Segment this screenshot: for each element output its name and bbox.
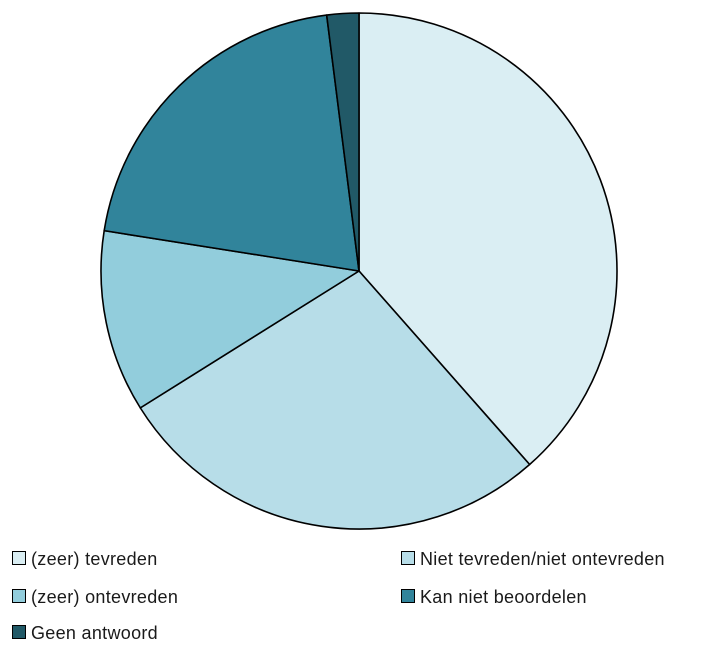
legend-swatch (401, 589, 415, 603)
legend-label: Geen antwoord (31, 623, 158, 643)
legend-swatch (12, 625, 26, 639)
legend-item-4: Kan niet beoordelen (401, 587, 587, 607)
legend-swatch (401, 551, 415, 565)
pie-slices (100, 12, 618, 530)
pie-slice-5 (325, 12, 360, 272)
legend-label: Niet tevreden/niet ontevreden (420, 549, 665, 569)
legend-swatch (12, 551, 26, 565)
legend-item-2: Niet tevreden/niet ontevreden (401, 549, 665, 569)
legend-item-5: Geen antwoord (12, 623, 158, 643)
legend-label: (zeer) ontevreden (31, 587, 178, 607)
legend: (zeer) tevreden Niet tevreden/niet ontevr… (12, 549, 665, 643)
pie-slice-3 (100, 229, 360, 409)
legend-item-1: (zeer) tevreden (12, 549, 158, 569)
pie-slice-4 (103, 14, 360, 272)
pie-slice-2 (139, 270, 531, 530)
legend-label: (zeer) tevreden (31, 549, 158, 569)
pie-slice-1 (358, 12, 618, 466)
legend-item-3: (zeer) ontevreden (12, 587, 178, 607)
legend-label: Kan niet beoordelen (420, 587, 587, 607)
legend-swatch (12, 589, 26, 603)
